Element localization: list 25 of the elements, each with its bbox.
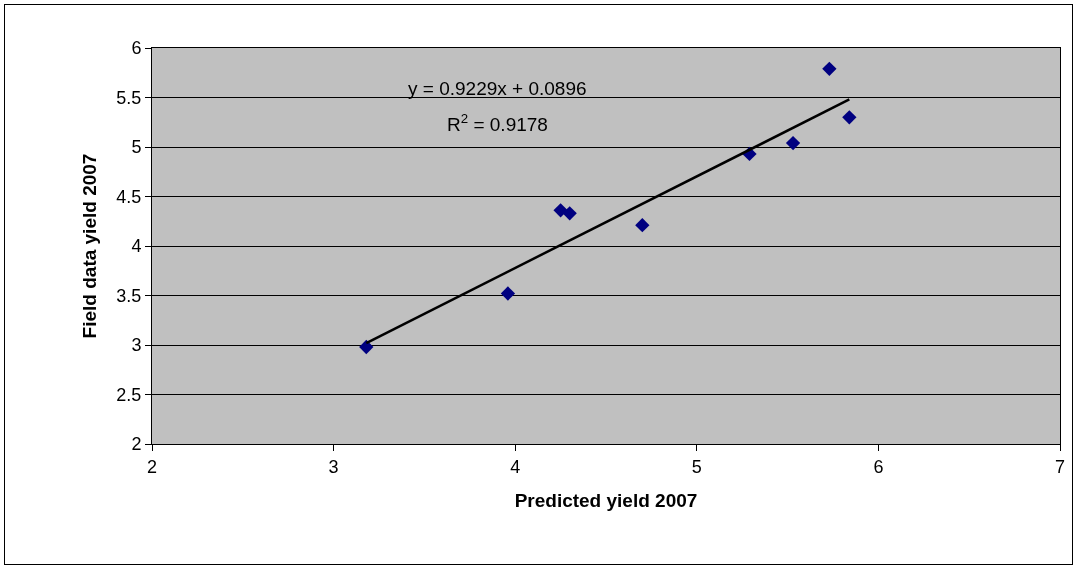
point: [359, 339, 374, 355]
x-tick-label: 4: [510, 456, 521, 477]
x-tick-label: 6: [873, 456, 884, 477]
point: [842, 110, 857, 125]
y-tick-label: 4.5: [116, 186, 142, 207]
y-tick-label: 2: [131, 434, 142, 455]
point: [562, 206, 577, 221]
x-tick-label: 5: [691, 456, 702, 477]
y-tick-label: 5: [131, 137, 142, 158]
point: [822, 61, 837, 76]
x-tick-label: 3: [328, 456, 339, 477]
y-tick-label: 6: [131, 38, 142, 59]
x-axis-title: Predicted yield 2007: [514, 490, 698, 512]
y-tick-label: 4: [131, 236, 142, 257]
point: [785, 135, 801, 151]
y-tick-label: 3: [131, 335, 142, 356]
point: [635, 218, 650, 233]
y-axis-title: Field data yield 2007: [79, 153, 101, 339]
x-tick-label: 7: [1054, 456, 1066, 477]
point: [500, 286, 516, 301]
annotation: R$^{2}$ = 0.9178: [447, 111, 548, 135]
y-tick-label: 5.5: [116, 87, 142, 108]
y-tick-label: 3.5: [116, 285, 142, 306]
y-tick-label: 2.5: [116, 384, 142, 405]
x-tick-label: 2: [146, 456, 158, 477]
